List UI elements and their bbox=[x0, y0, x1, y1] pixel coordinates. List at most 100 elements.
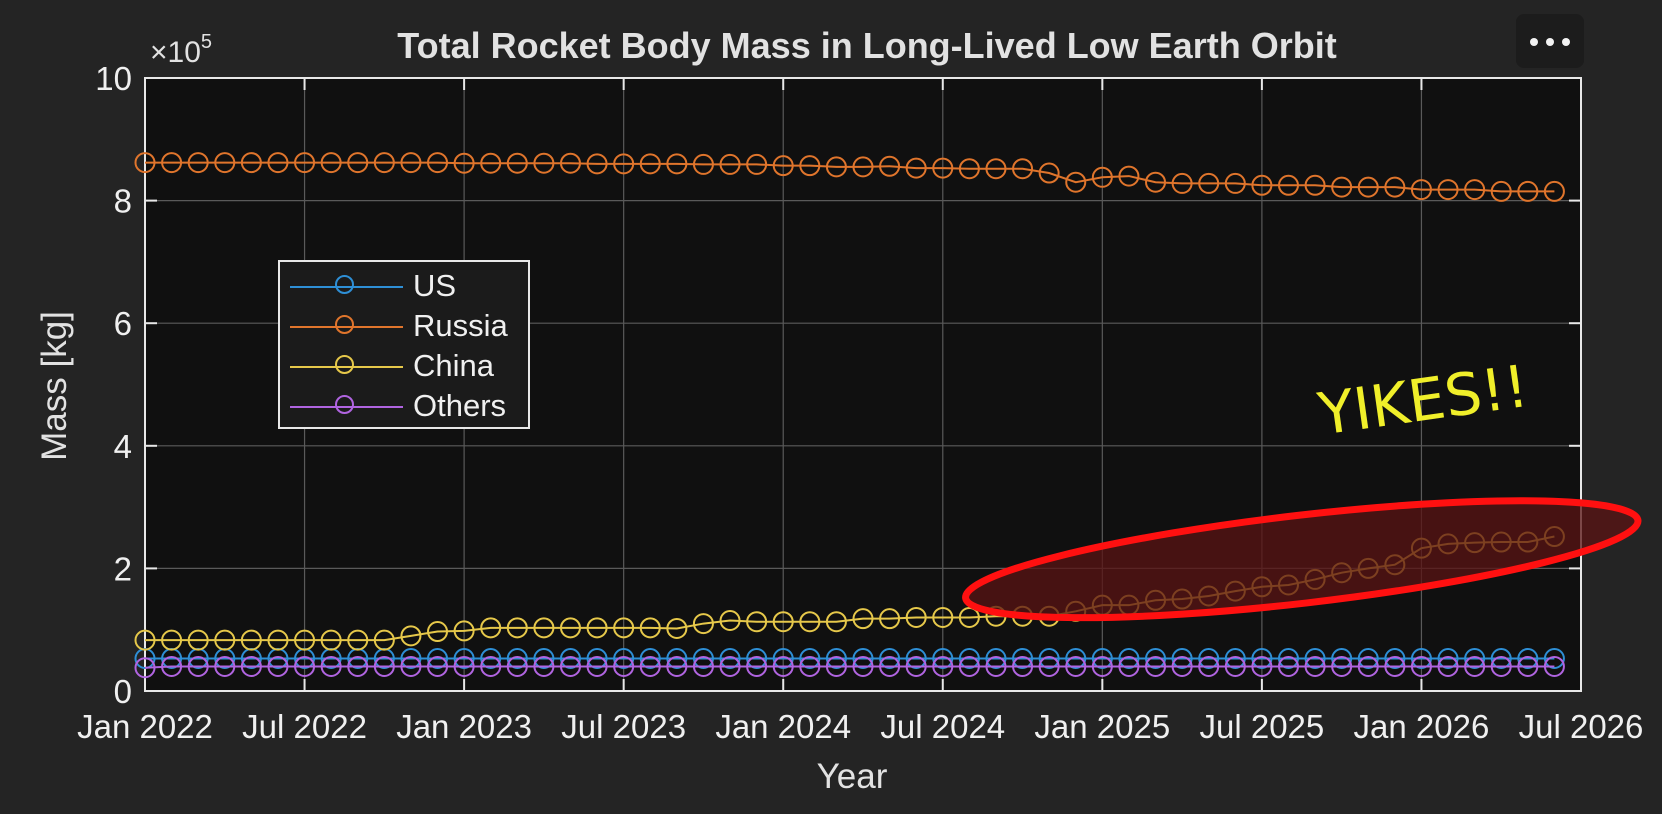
data-point-others bbox=[719, 655, 741, 677]
data-point-russia bbox=[958, 158, 980, 180]
data-point-russia bbox=[985, 158, 1007, 180]
data-point-others bbox=[1543, 655, 1565, 677]
data-point-russia bbox=[746, 153, 768, 175]
data-point-russia bbox=[161, 152, 183, 174]
data-point-others bbox=[134, 657, 156, 679]
legend-item-us: US bbox=[290, 267, 524, 305]
tick-labels: Jan 2022 Jul 2022 Jan 2023 Jul 2023 Jan 2024… bbox=[77, 60, 1643, 745]
data-point-us bbox=[1038, 648, 1060, 670]
data-point-china bbox=[905, 606, 927, 628]
data-point-us bbox=[1517, 648, 1539, 670]
data-point-russia bbox=[692, 153, 714, 175]
data-point-russia bbox=[506, 152, 528, 174]
data-point-us bbox=[453, 648, 475, 670]
data-point-others bbox=[1277, 655, 1299, 677]
data-point-russia bbox=[373, 152, 395, 174]
data-point-others bbox=[161, 655, 183, 677]
data-point-russia bbox=[1224, 172, 1246, 194]
data-point-others bbox=[1145, 655, 1167, 677]
data-point-others bbox=[1198, 655, 1220, 677]
data-point-china bbox=[267, 629, 289, 651]
data-point-us bbox=[719, 648, 741, 670]
data-point-others bbox=[320, 655, 342, 677]
data-point-us bbox=[799, 648, 821, 670]
data-point-russia bbox=[1038, 162, 1060, 184]
data-point-others bbox=[294, 655, 316, 677]
data-point-us bbox=[692, 648, 714, 670]
data-point-china bbox=[400, 625, 422, 647]
data-point-us bbox=[1091, 648, 1113, 670]
data-point-others bbox=[1384, 655, 1406, 677]
data-point-others bbox=[639, 655, 661, 677]
data-point-us bbox=[1357, 648, 1379, 670]
data-point-us bbox=[400, 648, 422, 670]
data-point-us bbox=[1277, 648, 1299, 670]
x-tick-label: Jul 2022 bbox=[242, 708, 367, 745]
data-point-others bbox=[347, 655, 369, 677]
data-point-china bbox=[320, 629, 342, 651]
data-point-russia bbox=[294, 152, 316, 174]
data-point-others bbox=[453, 655, 475, 677]
x-axis-label: Year bbox=[817, 757, 888, 796]
data-point-us bbox=[1171, 648, 1193, 670]
data-point-russia bbox=[666, 153, 688, 175]
data-point-us bbox=[1145, 648, 1167, 670]
data-point-others bbox=[533, 655, 555, 677]
data-point-us bbox=[1490, 648, 1512, 670]
x-tick-label: Jan 2023 bbox=[396, 708, 532, 745]
legend-marker-china bbox=[335, 355, 354, 374]
data-point-us bbox=[480, 648, 502, 670]
legend-marker-russia bbox=[335, 315, 354, 334]
data-point-russia bbox=[533, 152, 555, 174]
data-point-china bbox=[879, 608, 901, 630]
data-point-china bbox=[932, 606, 954, 628]
data-point-us bbox=[985, 648, 1007, 670]
data-point-others bbox=[559, 655, 581, 677]
data-point-russia bbox=[1543, 180, 1565, 202]
data-point-china bbox=[214, 629, 236, 651]
data-point-us bbox=[1224, 648, 1246, 670]
data-point-others bbox=[1357, 655, 1379, 677]
data-point-others bbox=[506, 655, 528, 677]
x-tick-label: Jul 2024 bbox=[880, 708, 1005, 745]
data-point-russia bbox=[1464, 179, 1486, 201]
data-point-others bbox=[932, 655, 954, 677]
data-point-others bbox=[1410, 655, 1432, 677]
data-point-us bbox=[746, 648, 768, 670]
data-point-russia bbox=[267, 152, 289, 174]
data-point-china bbox=[161, 629, 183, 651]
data-point-russia bbox=[1277, 174, 1299, 196]
data-point-others bbox=[373, 655, 395, 677]
data-point-russia bbox=[134, 152, 156, 174]
data-point-russia bbox=[1437, 179, 1459, 201]
y-tick-label: 6 bbox=[114, 305, 132, 342]
legend-label-others: Others bbox=[413, 388, 507, 423]
data-point-russia bbox=[1384, 176, 1406, 198]
data-point-china bbox=[613, 617, 635, 639]
data-point-others bbox=[427, 655, 449, 677]
data-point-others bbox=[267, 655, 289, 677]
data-point-russia bbox=[879, 155, 901, 177]
more-options-button[interactable] bbox=[1516, 14, 1584, 68]
data-point-us bbox=[639, 648, 661, 670]
data-point-china bbox=[533, 617, 555, 639]
data-point-us bbox=[825, 648, 847, 670]
data-point-others bbox=[1118, 655, 1140, 677]
legend-label-russia: Russia bbox=[413, 308, 508, 343]
data-point-us bbox=[852, 648, 874, 670]
legend-item-others: Others bbox=[290, 387, 524, 425]
y-tick-label: 10 bbox=[95, 60, 132, 97]
data-point-us bbox=[559, 648, 581, 670]
data-point-russia bbox=[639, 153, 661, 175]
data-point-russia bbox=[905, 157, 927, 179]
data-point-others bbox=[746, 655, 768, 677]
data-point-us bbox=[905, 648, 927, 670]
data-point-us bbox=[1118, 648, 1140, 670]
more-horizontal-icon bbox=[1562, 38, 1570, 46]
y-tick-label: 8 bbox=[114, 183, 132, 220]
data-point-russia bbox=[1517, 180, 1539, 202]
data-point-china bbox=[506, 617, 528, 639]
legend-item-china: China bbox=[290, 347, 524, 385]
data-point-russia bbox=[586, 153, 608, 175]
data-point-us bbox=[1331, 648, 1353, 670]
